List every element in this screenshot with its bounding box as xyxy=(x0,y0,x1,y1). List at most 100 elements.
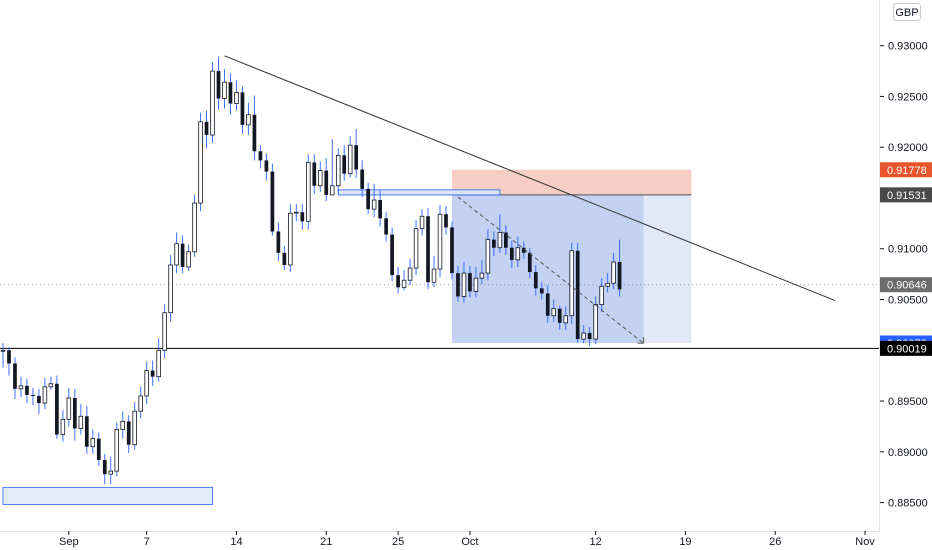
candle-down[interactable] xyxy=(276,231,281,253)
candle-up[interactable] xyxy=(551,308,556,317)
candle-up[interactable] xyxy=(611,261,616,284)
candle-up[interactable] xyxy=(132,410,137,446)
candle-up[interactable] xyxy=(407,267,413,281)
candle-down[interactable] xyxy=(545,293,550,316)
candle-up[interactable] xyxy=(581,332,586,340)
candle-up[interactable] xyxy=(515,247,521,261)
support-zone[interactable] xyxy=(2,486,213,506)
candle-down[interactable] xyxy=(378,200,382,219)
price-tag-box[interactable] xyxy=(880,162,932,178)
candle-down[interactable] xyxy=(426,216,430,283)
candle-down[interactable] xyxy=(575,250,580,340)
candle-up[interactable] xyxy=(306,162,311,222)
candle-up[interactable] xyxy=(234,91,239,104)
candle-up[interactable] xyxy=(168,264,173,314)
price-axis-panel[interactable] xyxy=(880,0,932,550)
candle-down[interactable] xyxy=(521,247,526,253)
candle-down[interactable] xyxy=(13,363,17,389)
candle-up[interactable] xyxy=(18,385,24,390)
candle-down[interactable] xyxy=(533,272,538,289)
candle-up[interactable] xyxy=(605,282,610,287)
candle-down[interactable] xyxy=(617,261,622,290)
candle-down[interactable] xyxy=(456,273,460,297)
candle-down[interactable] xyxy=(360,169,365,189)
candle-down[interactable] xyxy=(300,212,305,222)
candle-down[interactable] xyxy=(96,438,101,460)
candle-up[interactable] xyxy=(48,383,54,388)
candle-up[interactable] xyxy=(593,304,598,340)
candle-down[interactable] xyxy=(444,214,448,228)
candle-down[interactable] xyxy=(204,121,209,136)
candle-up[interactable] xyxy=(108,470,114,475)
candle-up[interactable] xyxy=(473,277,479,292)
candle-down[interactable] xyxy=(282,252,287,265)
candle-up[interactable] xyxy=(174,243,179,266)
price-tag-box[interactable] xyxy=(880,340,932,356)
candle-up[interactable] xyxy=(419,215,425,229)
candle-down[interactable] xyxy=(150,370,155,377)
candle-down[interactable] xyxy=(492,239,496,248)
candle-up[interactable] xyxy=(0,349,6,352)
candle-down[interactable] xyxy=(216,71,221,99)
candle-up[interactable] xyxy=(120,420,125,430)
candle-up[interactable] xyxy=(66,397,72,420)
candle-up[interactable] xyxy=(60,418,66,435)
candle-up[interactable] xyxy=(347,144,353,175)
candle-up[interactable] xyxy=(210,70,215,136)
candle-down[interactable] xyxy=(557,308,562,323)
candle-up[interactable] xyxy=(138,395,143,412)
candle-down[interactable] xyxy=(396,275,400,288)
candle-down[interactable] xyxy=(390,234,394,276)
candle-up[interactable] xyxy=(186,251,191,268)
candle-down[interactable] xyxy=(55,383,59,435)
descending-trendline[interactable] xyxy=(224,55,836,301)
candle-down[interactable] xyxy=(258,151,263,161)
candle-up[interactable] xyxy=(114,429,119,472)
candle-up[interactable] xyxy=(144,370,149,397)
candle-up[interactable] xyxy=(335,154,341,187)
candle-down[interactable] xyxy=(7,350,11,364)
candle-down[interactable] xyxy=(102,459,107,475)
candle-down[interactable] xyxy=(539,288,544,294)
candle-up[interactable] xyxy=(461,272,467,297)
candle-down[interactable] xyxy=(228,82,233,104)
currency-badge[interactable]: GBP xyxy=(893,3,921,21)
price-tag-box[interactable] xyxy=(880,277,932,293)
candle-up[interactable] xyxy=(413,228,419,269)
candle-up[interactable] xyxy=(329,185,335,196)
candle-down[interactable] xyxy=(180,243,185,268)
candle-up[interactable] xyxy=(222,81,227,99)
candle-down[interactable] xyxy=(240,92,245,125)
candle-up[interactable] xyxy=(156,349,161,378)
candle-up[interactable] xyxy=(401,279,407,288)
candle-up[interactable] xyxy=(318,170,323,187)
candle-up[interactable] xyxy=(599,285,604,305)
candle-down[interactable] xyxy=(84,416,89,447)
candle-down[interactable] xyxy=(384,218,388,235)
candle-up[interactable] xyxy=(563,315,568,324)
candle-down[interactable] xyxy=(72,397,77,429)
candle-up[interactable] xyxy=(246,114,251,126)
candle-down[interactable] xyxy=(126,421,131,445)
candle-down[interactable] xyxy=(342,155,347,174)
candle-up[interactable] xyxy=(198,121,203,204)
candle-up[interactable] xyxy=(437,213,443,270)
candle-up[interactable] xyxy=(569,250,574,317)
candle-down[interactable] xyxy=(264,160,269,172)
candle-down[interactable] xyxy=(312,162,317,186)
candle-up[interactable] xyxy=(288,212,293,266)
candle-down[interactable] xyxy=(366,188,371,210)
candle-down[interactable] xyxy=(25,385,29,395)
price-tag-box[interactable] xyxy=(880,187,932,203)
candle-down[interactable] xyxy=(270,171,275,232)
candle-down[interactable] xyxy=(37,395,41,404)
candle-down[interactable] xyxy=(468,273,472,292)
candle-up[interactable] xyxy=(431,268,437,283)
candle-down[interactable] xyxy=(509,247,514,260)
candle-down[interactable] xyxy=(450,227,454,274)
candle-up[interactable] xyxy=(294,211,299,214)
candle-up[interactable] xyxy=(192,202,197,253)
candle-up[interactable] xyxy=(42,386,48,404)
candle-up[interactable] xyxy=(371,199,377,210)
candle-down[interactable] xyxy=(31,394,35,396)
